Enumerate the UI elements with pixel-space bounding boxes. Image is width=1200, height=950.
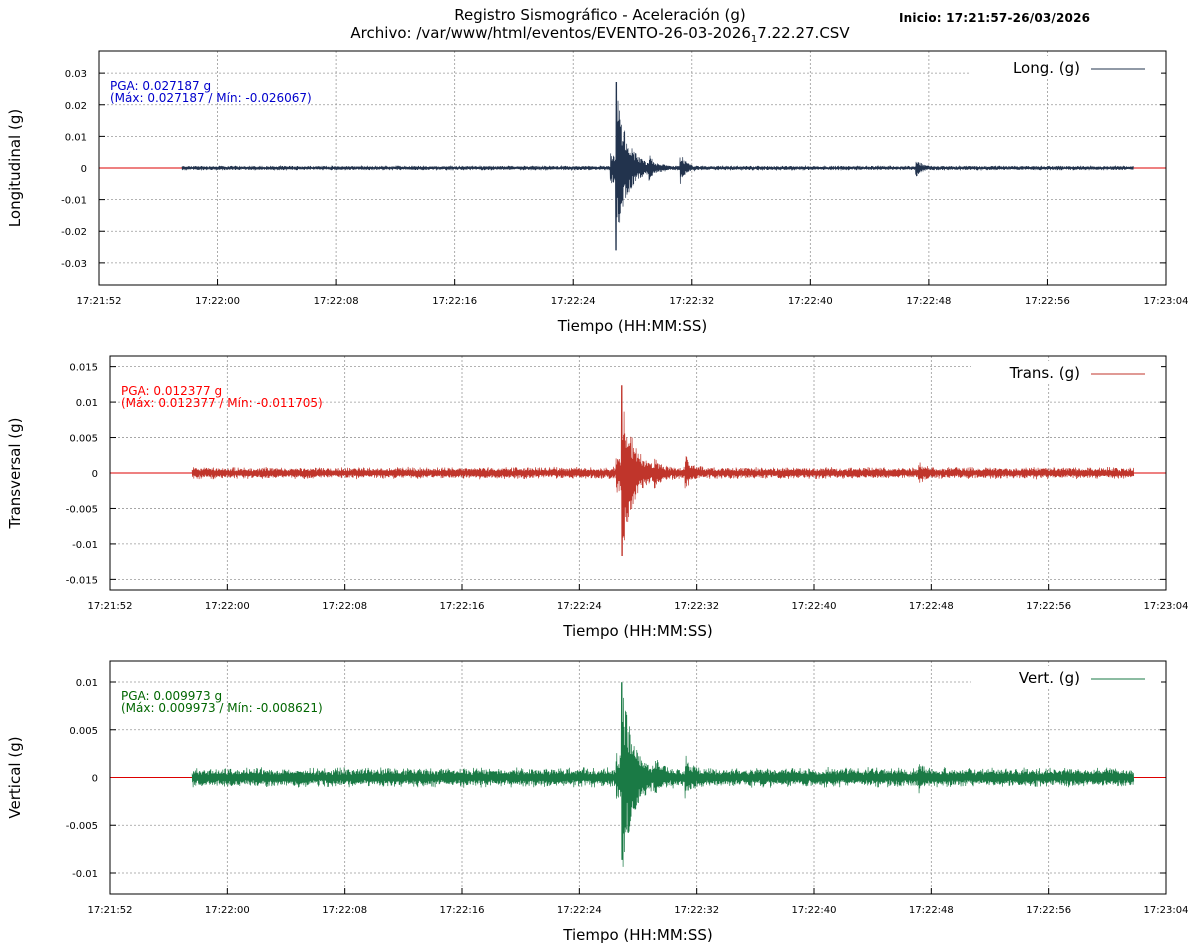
x-tick-label: 17:22:40 <box>792 601 837 612</box>
panel-vert: 17:21:52 17:22:00 17:22:08 17:22:16 17:22:24… <box>6 660 1189 944</box>
x-tick-label: 17:22:00 <box>205 905 250 916</box>
pga-range-label: (Máx: 0.012377 / Mín: -0.011705) <box>121 396 323 410</box>
panel-trans: 17:21:52 17:22:00 17:22:08 17:22:16 17:22:24… <box>6 355 1189 640</box>
x-tick-label: 17:23:04 <box>1144 905 1189 916</box>
plot-frame <box>109 660 1167 895</box>
y-axis-label: Longitudinal (g) <box>6 109 24 227</box>
file-path-suffix: 7.22.27.CSV <box>757 24 850 42</box>
file-path-subscript: 1 <box>750 34 758 45</box>
y-tick-label: 0.005 <box>69 434 98 445</box>
x-tick-label: 17:21:52 <box>88 601 133 612</box>
y-tick-label: -0.01 <box>72 869 98 880</box>
x-tick-label: 17:22:24 <box>557 905 602 916</box>
x-tick-label: 17:22:48 <box>906 296 951 307</box>
pga-label: PGA: 0.009973 g <box>121 689 222 703</box>
y-tick-label: 0.01 <box>65 132 87 143</box>
x-tick-label: 17:22:00 <box>195 296 240 307</box>
x-tick-label: 17:22:56 <box>1025 296 1070 307</box>
legend-bg <box>971 361 1161 383</box>
x-tick-label: 17:22:00 <box>205 601 250 612</box>
x-tick-label: 17:22:56 <box>1026 905 1071 916</box>
legend-bg <box>971 56 1161 78</box>
x-tick-label: 17:22:16 <box>432 296 477 307</box>
y-tick-label: 0 <box>92 774 98 785</box>
x-tick-label: 17:22:24 <box>557 601 602 612</box>
y-tick-label: 0.02 <box>65 101 87 112</box>
x-tick-label: 17:22:48 <box>909 601 954 612</box>
y-tick-label: 0 <box>81 164 87 175</box>
y-tick-label: 0.015 <box>69 363 98 374</box>
y-tick-label: -0.005 <box>66 821 98 832</box>
y-tick-label: -0.005 <box>66 504 98 515</box>
legend-label: Trans. (g) <box>1009 364 1080 382</box>
waveform-vert <box>191 682 1135 867</box>
x-tick-label: 17:21:52 <box>88 905 133 916</box>
y-tick-label: 0 <box>92 469 98 480</box>
x-tick-label: 17:22:40 <box>792 905 837 916</box>
y-axis-label: Transversal (g) <box>6 417 24 529</box>
y-tick-label: 0.01 <box>76 678 98 689</box>
plot-frame <box>98 50 1167 286</box>
file-path-title: Archivo: /var/www/html/eventos/EVENTO-26… <box>0 24 1200 45</box>
y-tick-label: 0.01 <box>76 398 98 409</box>
pga-range-label: (Máx: 0.009973 / Mín: -0.008621) <box>121 701 323 715</box>
y-tick-label: -0.01 <box>61 196 87 207</box>
x-tick-label: 17:23:04 <box>1144 601 1189 612</box>
y-tick-label: -0.03 <box>61 259 87 270</box>
y-tick-label: -0.015 <box>66 575 98 586</box>
x-tick-label: 17:22:56 <box>1026 601 1071 612</box>
y-axis-label: Vertical (g) <box>6 736 24 818</box>
x-axis-label: Tiempo (HH:MM:SS) <box>562 622 712 640</box>
x-tick-label: 17:22:32 <box>674 601 719 612</box>
x-tick-label: 17:22:32 <box>669 296 714 307</box>
pga-range-label: (Máx: 0.027187 / Mín: -0.026067) <box>110 91 312 105</box>
y-tick-label: 0.005 <box>69 726 98 737</box>
x-tick-label: 17:22:16 <box>440 601 485 612</box>
y-tick-label: -0.02 <box>61 227 87 238</box>
pga-label: PGA: 0.012377 g <box>121 384 222 398</box>
legend-bg <box>971 666 1161 688</box>
waveform-long <box>181 82 1134 251</box>
x-tick-label: 17:21:52 <box>77 296 122 307</box>
x-tick-label: 17:22:40 <box>788 296 833 307</box>
file-path-prefix: Archivo: /var/www/html/eventos/EVENTO-26… <box>350 24 751 42</box>
x-tick-label: 17:22:48 <box>909 905 954 916</box>
chart-title: Registro Sismográfico - Aceleración (g) <box>454 6 746 24</box>
x-tick-label: 17:23:04 <box>1144 296 1189 307</box>
pga-label: PGA: 0.027187 g <box>110 79 211 93</box>
x-tick-label: 17:22:32 <box>674 905 719 916</box>
panel-long: 17:21:52 17:22:00 17:22:08 17:22:16 17:22:24… <box>6 50 1189 335</box>
x-axis-label: Tiempo (HH:MM:SS) <box>557 317 707 335</box>
x-tick-label: 17:22:08 <box>322 601 367 612</box>
legend-label: Long. (g) <box>1013 59 1080 77</box>
x-axis-label: Tiempo (HH:MM:SS) <box>562 926 712 944</box>
x-tick-label: 17:22:24 <box>551 296 596 307</box>
legend-label: Vert. (g) <box>1019 669 1080 687</box>
x-tick-label: 17:22:16 <box>440 905 485 916</box>
start-time-info: Inicio: 17:21:57-26/03/2026 <box>899 11 1091 25</box>
x-tick-label: 17:22:08 <box>314 296 359 307</box>
x-tick-label: 17:22:08 <box>322 905 367 916</box>
plot-frame <box>109 355 1167 591</box>
y-tick-label: 0.03 <box>65 69 87 80</box>
waveform-trans <box>191 385 1135 557</box>
y-tick-label: -0.01 <box>72 540 98 551</box>
